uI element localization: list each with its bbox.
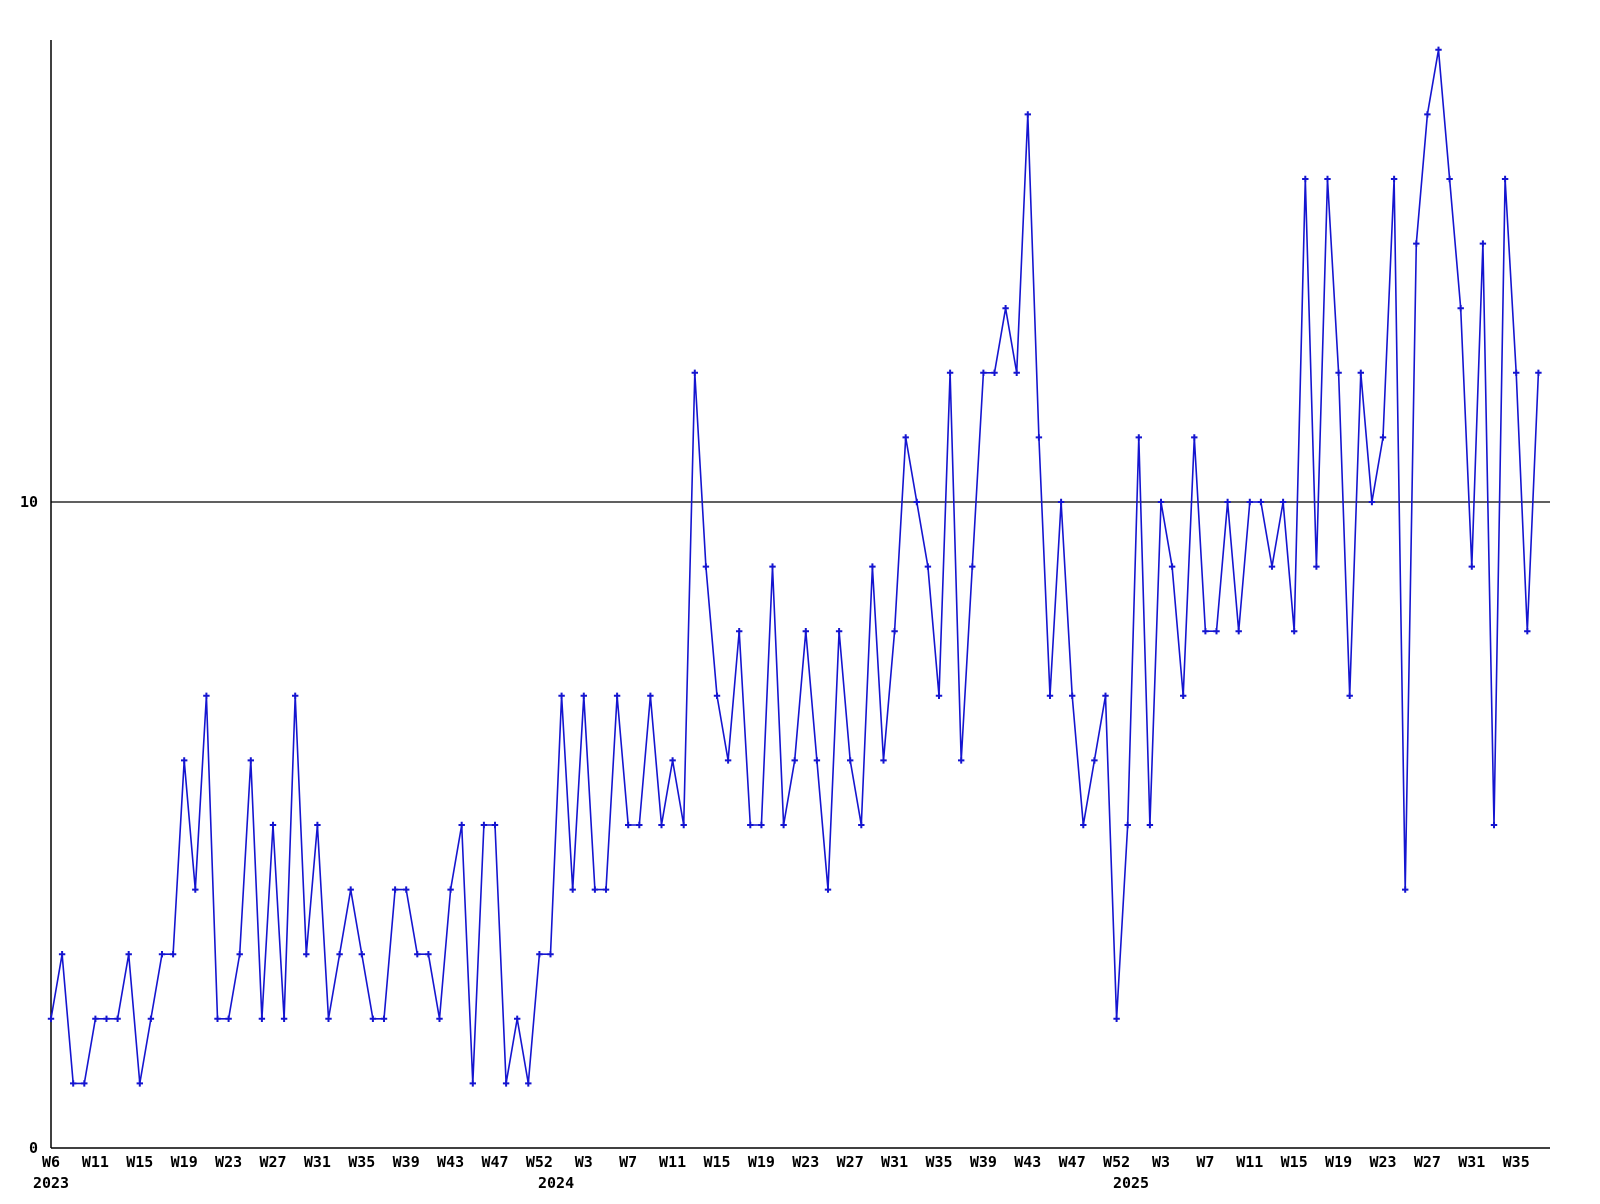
x-year-label: 2024 [538, 1174, 574, 1192]
x-tick-label: W23 [1369, 1153, 1396, 1171]
x-tick-label: W31 [304, 1153, 331, 1171]
y-tick-label: 0 [29, 1139, 38, 1157]
x-tick-label: W35 [925, 1153, 952, 1171]
x-tick-label: W27 [1414, 1153, 1441, 1171]
x-tick-label: W27 [259, 1153, 286, 1171]
x-tick-label: W31 [881, 1153, 908, 1171]
x-tick-label: W3 [575, 1153, 593, 1171]
data-point-markers [47, 46, 1542, 1087]
x-tick-label: W27 [837, 1153, 864, 1171]
x-tick-label: W15 [126, 1153, 153, 1171]
x-tick-label: W43 [1014, 1153, 1041, 1171]
x-tick-label: W52 [1103, 1153, 1130, 1171]
x-tick-label: W7 [1196, 1153, 1214, 1171]
x-tick-label: W11 [659, 1153, 686, 1171]
x-tick-label: W43 [437, 1153, 464, 1171]
x-tick-label: W19 [1325, 1153, 1352, 1171]
x-tick-label: W19 [748, 1153, 775, 1171]
y-tick-label: 10 [20, 493, 38, 511]
x-tick-label: W23 [215, 1153, 242, 1171]
x-tick-label: W15 [703, 1153, 730, 1171]
x-tick-label: W39 [393, 1153, 420, 1171]
x-tick-label: W47 [481, 1153, 508, 1171]
x-tick-label: W39 [970, 1153, 997, 1171]
x-tick-label: W31 [1458, 1153, 1485, 1171]
x-tick-label: W35 [1503, 1153, 1530, 1171]
x-tick-label: W6 [42, 1153, 60, 1171]
x-tick-label: W11 [1236, 1153, 1263, 1171]
x-tick-label: W23 [792, 1153, 819, 1171]
x-tick-label: W35 [348, 1153, 375, 1171]
x-tick-label: W15 [1281, 1153, 1308, 1171]
x-tick-label: W52 [526, 1153, 553, 1171]
x-tick-label: W3 [1152, 1153, 1170, 1171]
x-tick-label: W11 [82, 1153, 109, 1171]
x-tick-label: W47 [1059, 1153, 1086, 1171]
x-tick-label: W7 [619, 1153, 637, 1171]
x-year-label: 2025 [1113, 1174, 1149, 1192]
x-year-label: 2023 [33, 1174, 69, 1192]
x-tick-label: W19 [171, 1153, 198, 1171]
